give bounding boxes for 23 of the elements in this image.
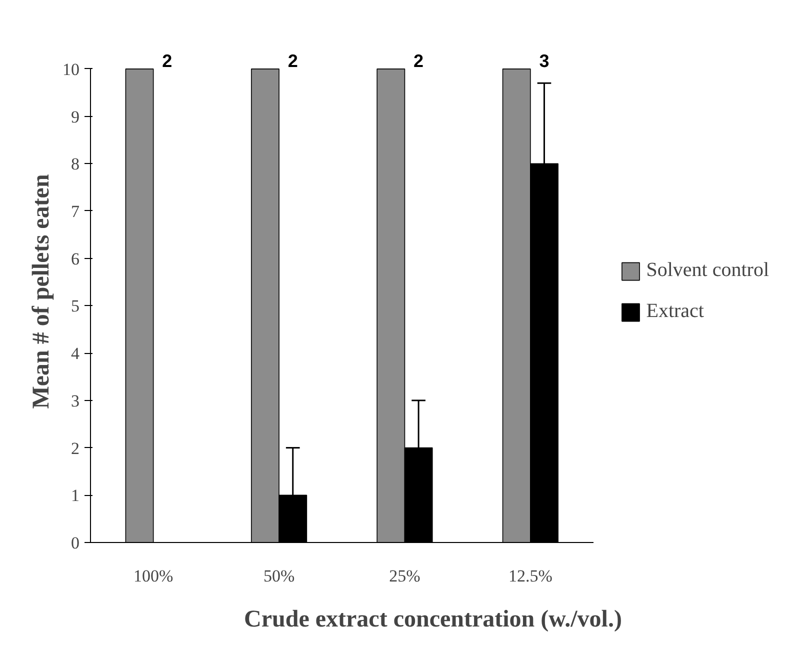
y-tick-label: 8	[71, 154, 80, 174]
y-tick-label: 5	[71, 296, 80, 316]
x-tick-label: 50%	[263, 566, 295, 586]
legend-label: Solvent control	[646, 259, 769, 282]
y-tick-label: 3	[71, 391, 80, 410]
y-tick-label: 4	[71, 344, 80, 364]
annotation: 3	[539, 50, 550, 71]
y-tick-label: 2	[71, 438, 80, 458]
annotation: 2	[162, 50, 172, 71]
annotation: 2	[288, 50, 298, 71]
y-tick-label: 9	[71, 107, 80, 126]
x-tick-label: 100%	[134, 566, 174, 586]
y-tick-label: 6	[71, 249, 80, 268]
annotation: 2	[414, 50, 424, 71]
y-tick-label: 10	[62, 60, 80, 79]
y-axis-title: Mean # of pellets eaten	[28, 174, 54, 409]
legend-label: Extract	[646, 300, 704, 323]
y-tick-label: 0	[71, 534, 80, 552]
x-tick-label: 25%	[389, 566, 420, 586]
x-tick-label: 12.5%	[508, 566, 552, 586]
x-axis-title: Crude extract concentration (w./vol.)	[244, 606, 622, 632]
y-tick-label: 1	[71, 486, 80, 506]
y-tick-label: 7	[71, 202, 80, 221]
